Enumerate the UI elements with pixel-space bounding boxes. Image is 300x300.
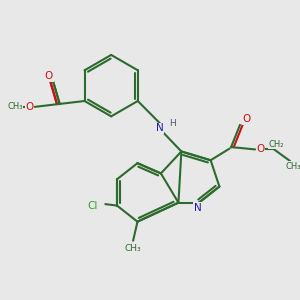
Text: N: N — [156, 123, 164, 133]
Text: O: O — [26, 102, 34, 112]
Text: O: O — [45, 71, 53, 81]
Text: CH₃: CH₃ — [8, 102, 23, 111]
Text: H: H — [169, 119, 176, 128]
Text: O: O — [256, 144, 265, 154]
Text: N: N — [194, 203, 201, 213]
Text: CH₃: CH₃ — [125, 244, 141, 253]
Text: Cl: Cl — [87, 201, 97, 211]
Text: O: O — [242, 114, 250, 124]
Text: CH₃: CH₃ — [285, 162, 300, 171]
Text: CH₂: CH₂ — [268, 140, 283, 148]
